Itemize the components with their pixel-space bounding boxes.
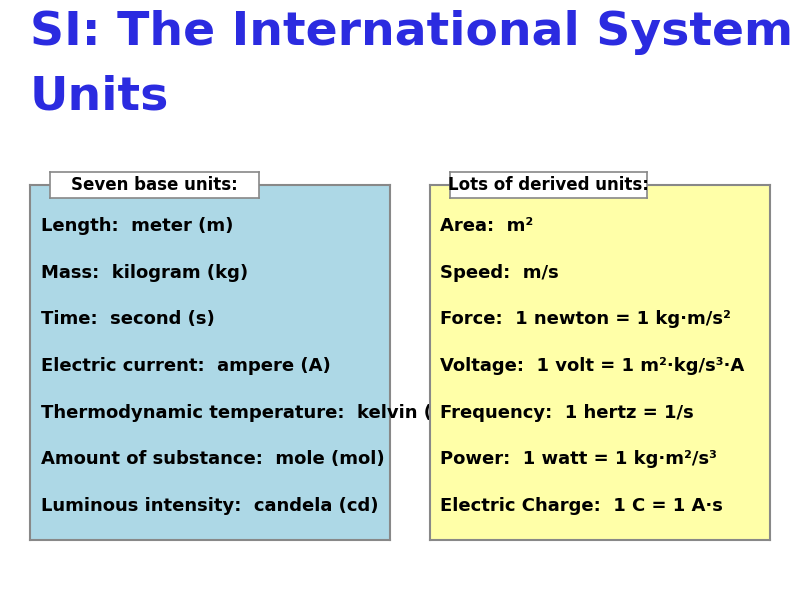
Text: Length:  meter (m): Length: meter (m) xyxy=(41,217,233,235)
Text: SI: The International System of: SI: The International System of xyxy=(30,10,800,55)
Text: Thermodynamic temperature:  kelvin (K): Thermodynamic temperature: kelvin (K) xyxy=(41,404,454,422)
Text: Electric current:  ampere (A): Electric current: ampere (A) xyxy=(41,357,330,375)
Text: Speed:  m/s: Speed: m/s xyxy=(440,264,559,282)
Text: Area:  m²: Area: m² xyxy=(440,217,534,235)
Text: Units: Units xyxy=(30,75,170,120)
Text: Time:  second (s): Time: second (s) xyxy=(41,310,214,328)
Text: Power:  1 watt = 1 kg·m²/s³: Power: 1 watt = 1 kg·m²/s³ xyxy=(440,451,717,469)
Text: Voltage:  1 volt = 1 m²·kg/s³·A: Voltage: 1 volt = 1 m²·kg/s³·A xyxy=(440,357,745,375)
Text: Seven base units:: Seven base units: xyxy=(71,176,238,194)
Text: Lots of derived units:: Lots of derived units: xyxy=(448,176,649,194)
Text: Mass:  kilogram (kg): Mass: kilogram (kg) xyxy=(41,264,248,282)
Text: Electric Charge:  1 C = 1 A·s: Electric Charge: 1 C = 1 A·s xyxy=(440,497,723,515)
Text: Frequency:  1 hertz = 1/s: Frequency: 1 hertz = 1/s xyxy=(440,404,694,422)
Text: Force:  1 newton = 1 kg·m/s²: Force: 1 newton = 1 kg·m/s² xyxy=(440,310,731,328)
Text: Amount of substance:  mole (mol): Amount of substance: mole (mol) xyxy=(41,451,385,469)
Text: Luminous intensity:  candela (cd): Luminous intensity: candela (cd) xyxy=(41,497,378,515)
